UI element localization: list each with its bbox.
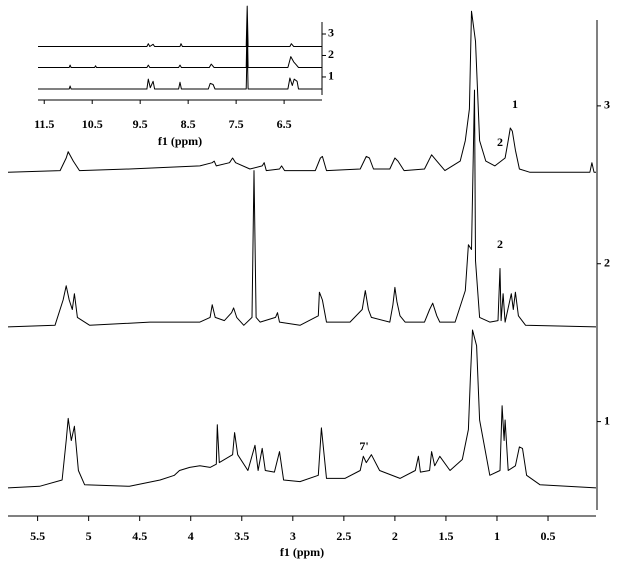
- x-tick-label: 4: [188, 529, 194, 543]
- x-tick-label: 3.5: [234, 529, 249, 543]
- x-tick-label: 2.5: [336, 529, 351, 543]
- x-tick-label: 3: [290, 529, 296, 543]
- x-tick-label: 5.5: [30, 529, 45, 543]
- spectrum-trace: [38, 5, 322, 47]
- x-tick-label: 6.5: [277, 117, 292, 131]
- spectrum-trace: [7, 329, 597, 489]
- y-tick-label: 2: [328, 47, 334, 61]
- y-tick-label: 2: [604, 255, 610, 269]
- peak-annotation: 2: [497, 135, 503, 149]
- spectrum-trace: [7, 10, 596, 173]
- x-tick-label: 11.5: [34, 117, 54, 131]
- y-tick-label: 3: [604, 98, 610, 112]
- x-tick-label: 0.5: [541, 529, 556, 543]
- y-tick-label: 3: [328, 26, 334, 40]
- x-tick-label: 2: [392, 529, 398, 543]
- y-tick-label: 1: [604, 413, 610, 427]
- peak-annotation: 7': [359, 439, 368, 453]
- x-tick-label: 1: [494, 529, 500, 543]
- spectrum-trace: [38, 18, 322, 68]
- x-tick-label: 10.5: [82, 117, 103, 131]
- spectrum-trace: [7, 89, 597, 328]
- x-tick-label: 8.5: [181, 117, 196, 131]
- spectrum-trace: [38, 44, 322, 90]
- x-axis-title: f1 (ppm): [280, 545, 324, 559]
- x-tick-label: 7.5: [229, 117, 244, 131]
- x-tick-label: 5: [86, 529, 92, 543]
- x-tick-label: 1.5: [438, 529, 453, 543]
- peak-annotation: 1: [512, 97, 518, 111]
- x-tick-label: 4.5: [132, 529, 147, 543]
- x-axis-title: f1 (ppm): [158, 134, 202, 148]
- peak-annotation: 2: [497, 237, 503, 251]
- y-tick-label: 1: [328, 69, 334, 83]
- x-tick-label: 9.5: [133, 117, 148, 131]
